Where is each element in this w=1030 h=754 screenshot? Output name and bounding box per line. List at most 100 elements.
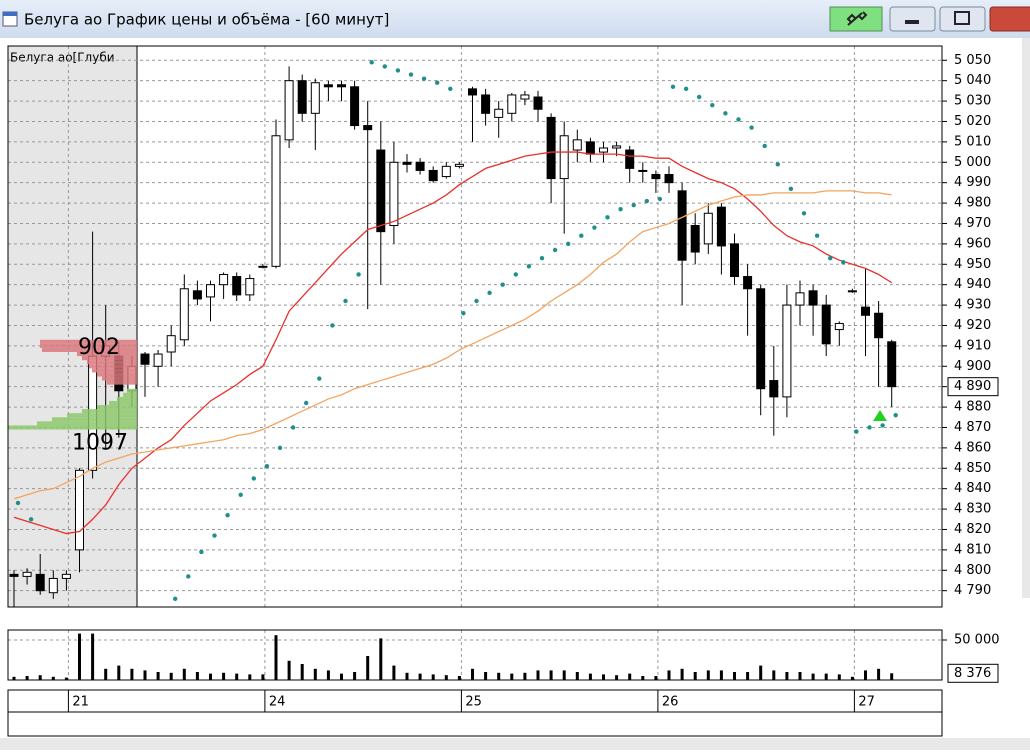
y-tick-label: 4 960 [954,236,991,251]
sar-dot [317,376,322,381]
candle-body [716,206,726,247]
volume-bar [379,638,383,680]
volume-bar [156,672,160,680]
volume-bar [143,670,147,680]
volume-bar [680,668,684,680]
candle-body [35,573,45,592]
volume-bar [706,670,710,680]
candle-body [140,353,150,365]
candle-body [245,278,255,296]
sar-dot [277,445,283,451]
y-tick-label: 4 800 [954,563,991,578]
depth-bar [102,376,137,381]
volume-bar [340,673,343,680]
link-button[interactable] [829,6,883,32]
sar-dot [697,94,702,100]
close-button[interactable] [989,6,1030,32]
depth-bar [67,413,137,418]
volume-bar [366,656,370,680]
volume-bar [104,668,108,680]
candle-body [559,135,569,180]
candle-body [75,469,84,551]
y-tick-label: 4 850 [954,461,991,476]
volume-bar [209,673,212,680]
moving-average [13,190,892,500]
candle-body [599,147,608,153]
candle-body [389,161,399,227]
last-price-label: 4 890 [954,379,991,394]
depth-bar [107,380,137,385]
y-tick-label: 4 910 [954,338,991,353]
scrollbar-bottom[interactable] [0,738,1030,750]
volume-bar [38,675,42,680]
bottom-frame [7,711,943,737]
volume-bar [471,668,474,680]
volume-bar [300,664,304,680]
candle-body [546,116,556,180]
volume-bar [877,668,881,680]
depth-bar [97,372,137,377]
volume-bar [693,672,697,680]
candle-body [297,80,307,114]
depth-bar [123,392,137,397]
last-volume-box [947,663,999,683]
volume-bar [628,673,632,680]
volume-bar [759,665,763,680]
sar-dot [15,500,21,506]
chart-area [0,38,1030,750]
volume-bar [641,676,645,680]
volume-bar [313,668,317,680]
sar-dot [304,400,309,406]
sar-dot [710,102,715,108]
volume-bar [392,665,396,680]
sar-dot [631,202,636,208]
candle-body [337,84,346,88]
candle-body [428,169,438,182]
depth-bar [52,417,137,422]
candle-body [743,276,753,290]
volume-bar [222,672,226,680]
candle-body [323,84,333,88]
minimize-icon [905,20,919,24]
x-tick-label: 26 [662,695,679,710]
window-title: Белуга ао График цены и объёма - [60 мин… [24,11,389,29]
sar-dot [264,464,270,469]
sar-dot [408,72,414,77]
ask-total: 902 [78,335,120,360]
volume-bar [798,672,802,680]
sar-dot [199,549,204,555]
sar-dot [28,517,34,522]
volume-bar [785,672,789,680]
volume-bar [353,672,357,680]
volume-bar [418,673,422,680]
candle-body [232,276,242,296]
candle-body [651,174,661,180]
sar-dot [670,84,676,90]
depth-bar [40,339,137,344]
sar-dot [330,323,335,328]
candle-body [48,577,58,594]
candle-body [350,86,360,127]
volume-bar [195,672,199,680]
candle-body [206,284,215,298]
maximize-button[interactable] [939,6,986,32]
volume-bar [824,673,828,680]
sar-dot [290,425,296,430]
y-tick-label: 4 900 [954,359,991,374]
price-frame [7,45,943,608]
sar-dot [461,311,466,316]
candle-body [166,335,176,353]
depth-bar [77,352,137,357]
candle-body [703,212,713,245]
candle-body [756,288,766,390]
last-volume-label: 8 376 [954,666,991,681]
minimize-button[interactable] [889,6,936,32]
sar-dot [867,425,872,430]
sar-dot [762,143,767,149]
sar-dot [592,225,597,230]
scrollbar-right[interactable] [1022,38,1030,598]
sar-dot [854,429,859,434]
candle-body [192,290,202,300]
y-tick-label: 4 980 [954,196,991,211]
